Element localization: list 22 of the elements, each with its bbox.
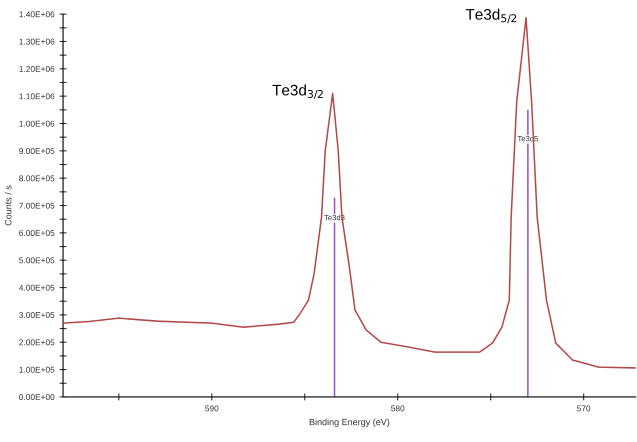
x-axis-title: Binding Energy (eV) [310,418,390,427]
y-tick-label: 1.30E+06 [19,38,54,45]
annotation: Te3d$_{3/2}$ [272,84,323,99]
y-tick-label: 8.00E+05 [19,175,54,182]
y-tick-label: 2.00E+05 [19,339,54,346]
y-tick-label: 0.00E+00 [19,394,54,400]
x-tick-label: 580 [391,405,404,412]
y-tick-label: 3.00E+05 [19,312,54,318]
y-axis-title: Counts / s [4,186,12,226]
x-tick-label: 590 [205,405,218,412]
y-tick-label: 6.00E+05 [19,230,54,236]
y-tick-label: 1.00E+06 [19,120,54,127]
y-tick-label: 9.00E+05 [19,148,54,154]
y-tick-label: 1.10E+06 [19,93,54,100]
y-tick-label: 7.00E+05 [19,202,54,209]
annotation: Te3d$_{5/2}$ [466,8,516,24]
y-tick-label: 1.00E+05 [19,366,54,373]
y-tick-label: 4.00E+05 [19,284,54,291]
y-tick-label: 1.40E+06 [19,11,54,18]
y-tick-label: 5.00E+05 [19,257,54,264]
x-tick-label: 570 [577,405,590,412]
y-tick-label: 1.20E+06 [19,66,54,72]
